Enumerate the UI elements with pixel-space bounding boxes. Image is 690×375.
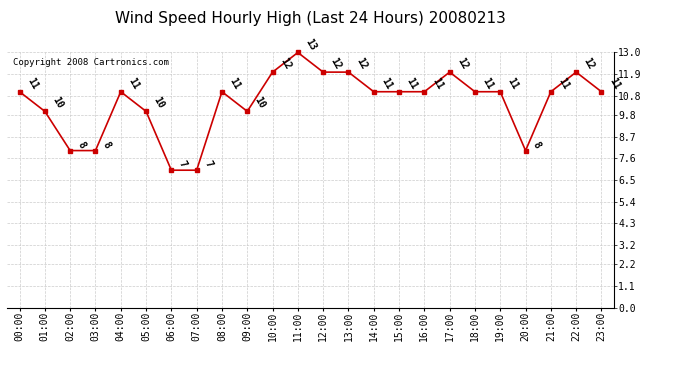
Text: 12: 12 — [328, 56, 343, 71]
Text: 11: 11 — [556, 76, 571, 91]
Text: 12: 12 — [354, 56, 368, 71]
Text: Wind Speed Hourly High (Last 24 Hours) 20080213: Wind Speed Hourly High (Last 24 Hours) 2… — [115, 11, 506, 26]
Text: 11: 11 — [607, 76, 622, 91]
Text: 11: 11 — [25, 76, 39, 91]
Text: 11: 11 — [480, 76, 495, 91]
Text: 11: 11 — [380, 76, 394, 91]
Text: 11: 11 — [126, 76, 141, 91]
Text: 8: 8 — [531, 140, 543, 150]
Text: 8: 8 — [101, 140, 112, 150]
Text: 7: 7 — [177, 159, 188, 170]
Text: 11: 11 — [404, 76, 419, 91]
Text: 10: 10 — [152, 95, 166, 111]
Text: 12: 12 — [455, 56, 470, 71]
Text: 11: 11 — [228, 76, 242, 91]
Text: 13: 13 — [304, 36, 318, 52]
Text: 8: 8 — [76, 140, 88, 150]
Text: 11: 11 — [506, 76, 520, 91]
Text: 12: 12 — [278, 56, 293, 71]
Text: Copyright 2008 Cartronics.com: Copyright 2008 Cartronics.com — [13, 58, 169, 67]
Text: 11: 11 — [430, 76, 444, 91]
Text: 7: 7 — [202, 159, 214, 170]
Text: 10: 10 — [253, 95, 267, 111]
Text: 10: 10 — [50, 95, 65, 111]
Text: 12: 12 — [582, 56, 596, 71]
